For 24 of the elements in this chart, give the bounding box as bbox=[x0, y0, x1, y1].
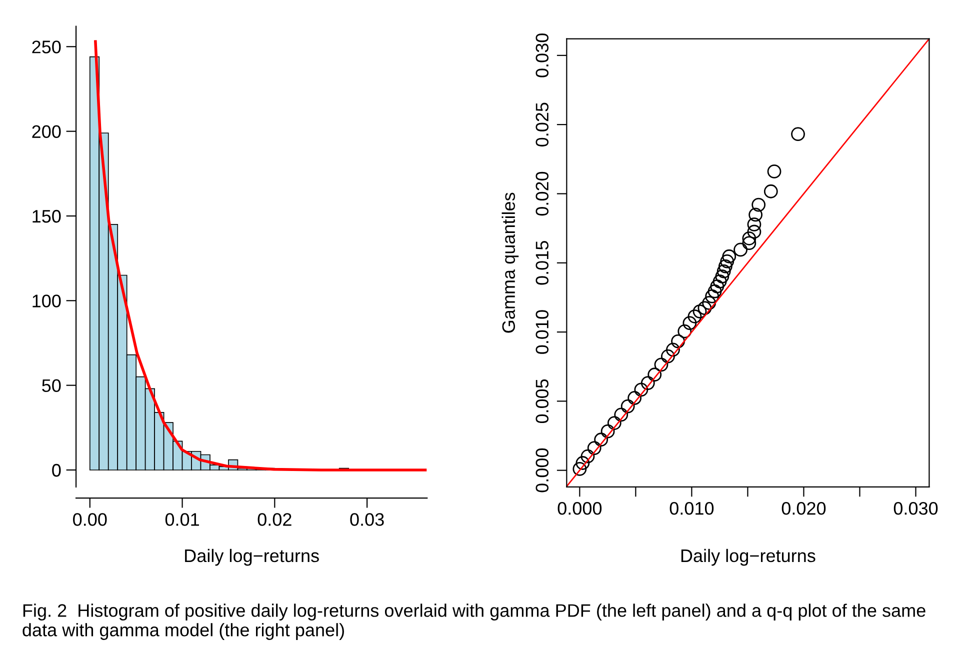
caption: Fig. 2 Histogram of positive daily log-returns overlaid with gamma PDF (the left panel) and a q-q plot of the same data with gamma model (the right panel) bbox=[22, 604, 926, 640]
y-tick-label: 0.030 bbox=[536, 34, 549, 78]
x-tick-label: 0.020 bbox=[782, 502, 826, 515]
x-axis-title: Daily log−returns bbox=[185, 548, 319, 566]
y-tick-label: 0.015 bbox=[536, 241, 549, 285]
y-tick-label: 0.020 bbox=[536, 172, 549, 216]
y-tick-label: 0.010 bbox=[536, 310, 549, 354]
y-tick-label: 100 bbox=[32, 294, 61, 308]
x-tick-label: 0.01 bbox=[165, 513, 199, 526]
y-tick-label: 0.025 bbox=[536, 102, 549, 146]
y-tick-label: 50 bbox=[42, 379, 61, 392]
x-tick-label: 0.010 bbox=[670, 502, 714, 515]
y-tick-label: 0.005 bbox=[536, 379, 549, 424]
x-tick-label: 0.02 bbox=[258, 513, 292, 526]
x-tick-label: 0.000 bbox=[558, 502, 602, 515]
x-tick-label: 0.03 bbox=[350, 513, 384, 526]
x-tick-label: 0.00 bbox=[73, 513, 107, 526]
y-tick-label: 150 bbox=[32, 210, 61, 223]
y-tick-label: 250 bbox=[32, 40, 61, 54]
y-axis-title: Gamma quantiles bbox=[502, 192, 519, 333]
y-tick-label: 0 bbox=[52, 464, 61, 477]
y-tick-label: 200 bbox=[32, 125, 61, 138]
x-tick-label: 0.030 bbox=[894, 502, 938, 515]
x-axis-title: Daily log−returns bbox=[681, 548, 816, 566]
